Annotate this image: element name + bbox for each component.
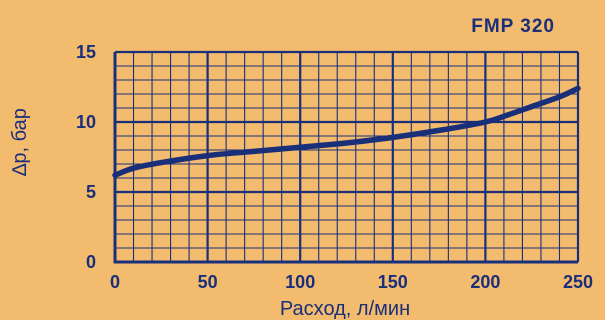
x-tick-label: 150 [378,272,408,292]
y-tick-label: 15 [76,42,96,62]
y-axis-label: ∆p, бар [9,108,31,176]
x-tick-label: 50 [198,272,218,292]
y-tick-label: 10 [76,112,96,132]
x-tick-label: 0 [110,272,120,292]
x-tick-label: 250 [563,272,593,292]
chart-title: FMP 320 [471,16,555,37]
series-line [112,85,581,178]
x-tick-label: 200 [470,272,500,292]
tick-labels: 0 50 100 150 200 250 0 5 10 15 [76,42,593,292]
x-tick-label: 100 [285,272,315,292]
y-tick-label: 0 [86,252,96,272]
x-axis-label: Расход, л/мин [280,298,410,320]
axes [113,52,578,264]
y-tick-label: 5 [86,182,96,202]
series-layer [112,85,581,178]
